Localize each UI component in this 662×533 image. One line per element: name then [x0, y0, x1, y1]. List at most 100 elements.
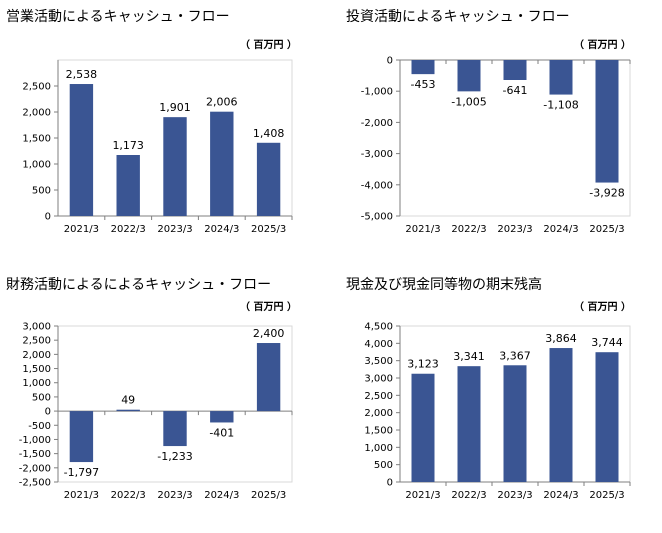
- y-tick-label: -5,000: [361, 212, 393, 223]
- x-tick-label: 2025/3: [589, 490, 624, 501]
- x-tick-label: 2022/3: [111, 224, 146, 235]
- bar-chart-financing-cf: 3,000 2,500 2,000 1,500 1,000 500 0 -500 -1,000 -…: [19, 322, 293, 501]
- y-tick-label: -2,000: [361, 118, 393, 129]
- bar: [163, 411, 187, 447]
- bar: [116, 409, 140, 412]
- y-tick-label: 1,000: [22, 378, 51, 389]
- bar: [210, 411, 234, 423]
- data-label: 3,341: [453, 350, 485, 363]
- chart-panel-financing-cf: 財務活動によるによるキャッシュ・フロー （ 百万円 ） 3,000 2,500 2,…: [6, 274, 324, 524]
- bar: [457, 366, 481, 482]
- y-tick-label: 1,000: [364, 443, 393, 454]
- y-tick-label: -500: [28, 421, 51, 432]
- data-label: -641: [503, 84, 528, 97]
- data-label: 1,901: [159, 101, 191, 114]
- y-tick-label: 0: [45, 407, 51, 418]
- chart-title: 営業活動によるキャッシュ・フロー: [6, 9, 230, 25]
- bar: [210, 111, 234, 216]
- chart-panel-operating-cf: 営業活動によるキャッシュ・フロー （ 百万円 ） 0 500 1,000 1,500 2…: [6, 6, 324, 246]
- y-tick-label: 3,500: [364, 356, 393, 367]
- bar: [69, 411, 94, 463]
- bar: [411, 373, 435, 482]
- y-tick-label: -4,000: [361, 180, 393, 191]
- bar: [163, 117, 187, 216]
- x-tick-label: 2023/3: [157, 224, 192, 235]
- y-tick-label: 0: [387, 56, 393, 67]
- chart-panel-investing-cf: 投資活動によるキャッシュ・フロー （ 百万円 ） 0 -1,000 -2,000 -3…: [346, 6, 662, 246]
- y-tick-label: 1,500: [22, 364, 51, 375]
- x-tick-label: 2023/3: [497, 224, 532, 235]
- y-tick-label: 2,000: [22, 108, 51, 119]
- bar-chart-cash-balance: 0 500 1,000 1,500 2,000 2,500 3,000 3,500 4,000 4…: [364, 322, 631, 501]
- data-label: 2,538: [66, 68, 98, 81]
- y-tick-label: -1,000: [19, 435, 51, 446]
- x-tick-label: 2024/3: [204, 224, 239, 235]
- data-label: 1,408: [253, 127, 285, 140]
- bar: [503, 365, 527, 482]
- x-tick-label: 2024/3: [204, 490, 239, 501]
- y-tick-label: 500: [32, 392, 51, 403]
- y-tick-label: 500: [374, 460, 393, 471]
- y-tick-label: -1,000: [361, 87, 393, 98]
- y-tick-label: -2,000: [19, 463, 51, 474]
- data-label: 2,006: [206, 96, 238, 109]
- y-tick-label: 2,000: [364, 408, 393, 419]
- data-label: -1,005: [451, 95, 486, 108]
- unit-label: （ 百万円 ）: [240, 302, 297, 313]
- y-tick-label: -2,500: [19, 478, 51, 489]
- y-tick-label: 4,000: [364, 339, 393, 350]
- bar: [549, 60, 573, 95]
- y-tick-label: 0: [45, 212, 51, 223]
- x-tick-label: 2021/3: [405, 224, 440, 235]
- bar: [549, 348, 573, 482]
- bar: [457, 60, 481, 92]
- y-tick-label: 0: [387, 478, 393, 489]
- x-tick-label: 2022/3: [451, 224, 486, 235]
- x-tick-label: 2022/3: [451, 490, 486, 501]
- y-tick-label: 1,000: [22, 160, 51, 171]
- data-label: -1,108: [543, 99, 578, 112]
- x-tick-label: 2024/3: [543, 224, 578, 235]
- y-tick-label: 2,000: [22, 350, 51, 361]
- data-label: 49: [121, 394, 135, 407]
- x-tick-label: 2021/3: [64, 224, 99, 235]
- bar: [116, 155, 140, 216]
- x-tick-label: 2025/3: [251, 224, 286, 235]
- data-label: -1,797: [64, 466, 99, 479]
- y-tick-label: 2,500: [364, 391, 393, 402]
- unit-label: （ 百万円 ）: [574, 40, 631, 51]
- data-label: -1,233: [157, 450, 192, 463]
- bar-chart-investing-cf: 0 -1,000 -2,000 -3,000 -4,000 -5,000 -453 2021/…: [361, 56, 631, 235]
- x-tick-label: 2022/3: [111, 490, 146, 501]
- y-tick-label: 1,500: [22, 134, 51, 145]
- x-tick-label: 2024/3: [543, 490, 578, 501]
- bar: [69, 84, 94, 216]
- x-tick-label: 2025/3: [589, 224, 624, 235]
- data-label: 3,367: [499, 349, 531, 362]
- x-tick-label: 2021/3: [405, 490, 440, 501]
- x-tick-label: 2025/3: [251, 490, 286, 501]
- bar-chart-operating-cf: 0 500 1,000 1,500 2,000 2,500 2,538 2021/3 1,173…: [22, 59, 293, 235]
- data-label: 2,400: [253, 327, 285, 340]
- y-tick-label: 3,000: [22, 322, 51, 333]
- chart-title: 財務活動によるによるキャッシュ・フロー: [6, 277, 272, 293]
- unit-label: （ 百万円 ）: [240, 40, 297, 51]
- chart-panel-cash-balance: 現金及び現金同等物の期末残高 （ 百万円 ） 0 500 1,000 1,500 2,0…: [346, 274, 662, 524]
- data-label: 3,744: [591, 336, 623, 349]
- x-tick-label: 2023/3: [157, 490, 192, 501]
- data-label: -453: [411, 78, 436, 91]
- bar: [595, 352, 619, 482]
- bar: [503, 60, 527, 80]
- x-tick-label: 2023/3: [497, 490, 532, 501]
- chart-title: 投資活動によるキャッシュ・フロー: [346, 9, 570, 25]
- data-label: 3,123: [407, 358, 439, 371]
- bar: [256, 142, 281, 216]
- x-tick-label: 2021/3: [64, 490, 99, 501]
- data-label: 3,864: [545, 332, 577, 345]
- y-tick-label: 4,500: [364, 322, 393, 333]
- y-tick-label: 2,500: [22, 336, 51, 347]
- y-tick-label: -3,000: [361, 149, 393, 160]
- y-tick-label: 2,500: [22, 82, 51, 93]
- bar: [411, 60, 435, 75]
- data-label: -401: [209, 426, 234, 439]
